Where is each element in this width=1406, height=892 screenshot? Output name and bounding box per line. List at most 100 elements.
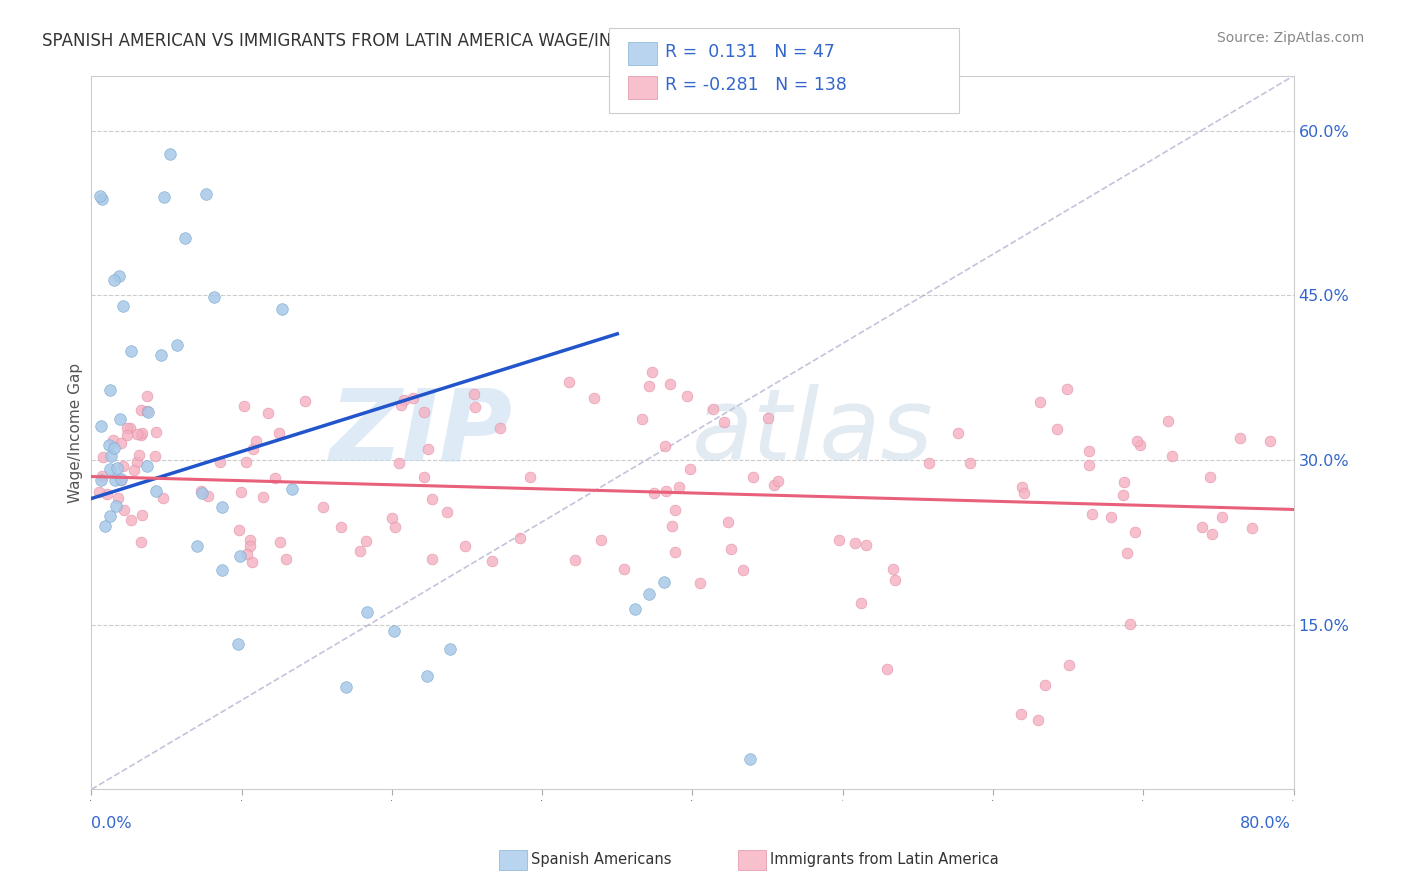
Point (240, 555, 263, 569)
Point (392, 392, 415, 407)
Point (453, 540, 475, 554)
Point (110, 473, 132, 487)
Point (882, 562, 904, 576)
Point (664, 545, 686, 559)
Point (354, 533, 377, 548)
Point (281, 482, 304, 496)
Point (103, 272, 125, 286)
Point (145, 425, 167, 439)
Point (641, 365, 664, 379)
Point (481, 553, 503, 567)
Point (637, 587, 659, 601)
Point (91, 192, 114, 206)
Point (668, 480, 690, 494)
Point (738, 752, 761, 766)
Point (1201, 526, 1223, 541)
Text: Immigrants from Latin America: Immigrants from Latin America (770, 853, 1000, 867)
Text: atlas: atlas (692, 384, 934, 481)
Point (107, 491, 129, 505)
Point (103, 441, 125, 455)
Point (564, 553, 586, 567)
Point (120, 343, 142, 358)
Point (630, 412, 652, 426)
Point (229, 549, 252, 564)
Point (638, 379, 661, 393)
Point (90, 419, 112, 434)
Point (235, 455, 257, 469)
Point (209, 454, 232, 468)
Point (131, 425, 153, 440)
Point (876, 662, 898, 676)
Text: Spanish Americans: Spanish Americans (531, 853, 672, 867)
Point (115, 428, 138, 442)
Point (388, 456, 411, 470)
Point (112, 503, 135, 517)
Point (264, 471, 287, 485)
Point (464, 400, 486, 414)
Point (1033, 678, 1056, 692)
Point (197, 489, 219, 503)
Point (131, 508, 153, 522)
Point (129, 535, 152, 549)
Point (389, 398, 412, 412)
Point (583, 391, 606, 405)
Point (129, 428, 152, 442)
Point (489, 421, 512, 435)
Point (702, 401, 724, 416)
Point (349, 544, 371, 558)
Point (120, 513, 142, 527)
Point (98, 508, 121, 523)
Point (94, 518, 117, 533)
Point (1111, 488, 1133, 502)
Point (855, 538, 877, 552)
Point (1112, 475, 1135, 490)
Point (762, 478, 785, 492)
Point (98, 461, 121, 475)
Point (131, 403, 153, 417)
Point (382, 624, 405, 638)
Point (267, 426, 290, 441)
Point (731, 563, 754, 577)
Point (174, 231, 197, 245)
Point (1099, 509, 1122, 524)
Text: 0.0%: 0.0% (91, 816, 132, 830)
Point (1258, 434, 1281, 449)
Point (191, 486, 214, 500)
Point (257, 406, 280, 420)
Point (111, 299, 134, 313)
Point (186, 539, 208, 553)
Point (1229, 431, 1251, 445)
Point (420, 491, 443, 506)
Point (335, 680, 357, 694)
Point (1010, 706, 1032, 721)
Point (418, 442, 440, 457)
Point (654, 439, 676, 453)
Point (110, 472, 132, 486)
Point (844, 536, 866, 550)
Point (312, 500, 335, 514)
Point (828, 533, 851, 547)
Point (228, 523, 250, 537)
Point (509, 531, 531, 545)
Point (105, 461, 128, 475)
Point (1077, 444, 1099, 458)
Point (159, 146, 181, 161)
Point (1157, 414, 1180, 428)
Point (463, 386, 485, 401)
Point (211, 500, 233, 514)
Point (231, 485, 253, 500)
Point (1161, 449, 1184, 463)
Point (720, 541, 742, 556)
Point (1029, 395, 1052, 409)
Point (98, 384, 121, 398)
Point (112, 459, 135, 474)
Point (439, 641, 461, 656)
Point (128, 448, 150, 462)
Point (1116, 546, 1139, 560)
Point (135, 404, 157, 418)
Point (90, 468, 112, 483)
Point (946, 425, 969, 440)
Text: 80.0%: 80.0% (1240, 816, 1291, 830)
Point (652, 574, 675, 589)
Point (202, 290, 225, 304)
